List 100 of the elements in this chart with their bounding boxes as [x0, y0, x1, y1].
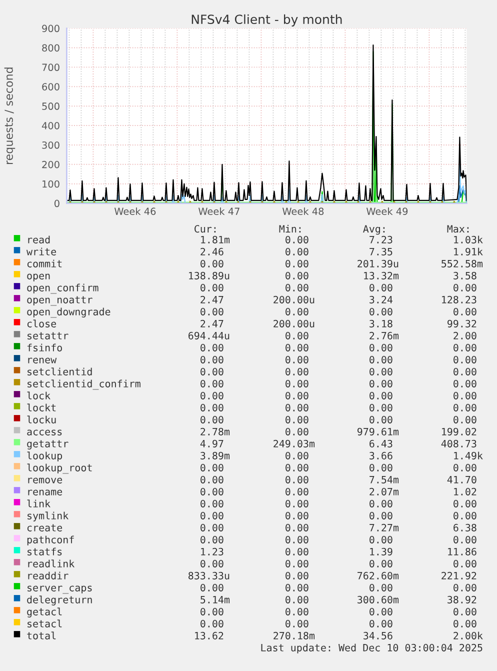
text: 3.66	[370, 452, 392, 460]
x-tick-label: Week 49	[366, 207, 408, 215]
y-tick-label: 500	[42, 102, 60, 110]
text: 0.00	[370, 584, 392, 592]
text: 0.00	[286, 524, 308, 532]
legend-label: write	[26, 248, 56, 256]
text: 2.07m	[370, 488, 399, 496]
legend-label: open_confirm	[27, 284, 98, 294]
text: 0.00	[286, 560, 308, 568]
text: 300.60m	[358, 596, 399, 604]
text: 1.23	[201, 548, 224, 556]
text: 0.00	[286, 332, 308, 340]
text: 0.00	[454, 560, 476, 568]
text: 0.00	[200, 308, 224, 316]
text: 0.00	[454, 368, 476, 376]
text: 0.00	[370, 512, 392, 520]
text: 2.78m	[200, 428, 230, 436]
text: Avg:	[363, 225, 385, 235]
line-series	[458, 185, 467, 204]
y-tick-label: 100	[42, 180, 60, 188]
text: 762.60m	[358, 572, 399, 580]
text: 13.32m	[364, 272, 399, 280]
text: 6.38	[454, 524, 476, 532]
text: 0.00	[200, 500, 224, 508]
text: 0.00	[370, 308, 392, 316]
text: 0.00	[200, 464, 224, 472]
legend-label: renew	[28, 358, 57, 364]
text: 0.00	[454, 392, 476, 400]
text: 0.00	[286, 512, 308, 520]
text: 0.00	[200, 476, 224, 484]
legend-label: read	[28, 236, 50, 244]
text: 1.02	[454, 488, 476, 496]
text: 3.24	[370, 296, 392, 304]
text: 0.00	[370, 392, 392, 400]
text: 0.00	[454, 404, 476, 412]
text: 11.86	[448, 548, 476, 556]
text: Cur:	[194, 225, 216, 233]
text: 1.81m	[201, 236, 230, 244]
text: 99.32	[448, 320, 476, 328]
text: 0.00	[286, 380, 308, 388]
legend-label: close	[27, 320, 56, 328]
text: 0.00	[200, 356, 224, 364]
text: 7.27m	[370, 524, 399, 532]
legend-label: commit	[27, 260, 62, 268]
line-series	[66, 44, 467, 202]
text: 0.00	[370, 464, 392, 472]
y-tick-label: 800	[42, 44, 60, 52]
text: 0.00	[286, 356, 308, 364]
text: 7.35	[370, 248, 392, 256]
text: 41.70	[447, 476, 476, 484]
legend-label: lock	[27, 392, 50, 400]
text: 34.56	[364, 632, 392, 640]
text: 2.00	[454, 332, 476, 340]
x-tick-label: Week 46	[114, 207, 156, 215]
text: 249.03m	[274, 440, 315, 448]
text: Min:	[279, 224, 301, 232]
legend-label: open_downgrade	[27, 308, 110, 318]
text: 4.97	[200, 440, 224, 448]
text: 833.33u	[188, 572, 230, 580]
y-tick-label: 200	[42, 160, 60, 168]
legend-label: pathconf	[27, 536, 74, 546]
text: 0.00	[286, 368, 308, 376]
text: 0.00	[454, 620, 476, 628]
text: 0.00	[286, 272, 308, 280]
legend-label: access	[27, 430, 62, 436]
legend-label: remove	[28, 478, 62, 484]
legend-label: open	[27, 274, 50, 282]
text: 0.00	[370, 608, 392, 616]
legend-label: getacl	[27, 608, 62, 618]
legend-label: lockt	[27, 404, 56, 412]
legend-label: setattr	[28, 332, 68, 340]
text: 0.00	[286, 476, 308, 484]
text: 694.44u	[188, 332, 230, 340]
text: 200.00u	[274, 320, 314, 328]
text: 0.00	[370, 356, 392, 364]
text: 0.00	[286, 404, 308, 412]
text: 3.18	[370, 320, 392, 328]
text: 0.00	[286, 548, 308, 556]
text: 201.39u	[358, 260, 398, 268]
text: 0.00	[286, 608, 308, 616]
text: 0.00	[286, 248, 308, 256]
text: 270.18m	[274, 632, 315, 640]
text: 199.02	[442, 428, 476, 436]
text: 0.00	[286, 452, 308, 460]
text: 3.89m	[200, 452, 230, 460]
text: 0.00	[370, 380, 392, 388]
text: 0.00	[200, 584, 224, 592]
text: 5.14m	[200, 596, 230, 604]
text: 0.00	[370, 368, 392, 376]
text: 0.00	[200, 524, 224, 532]
x-tick-label: Week 47	[198, 207, 240, 215]
legend-label: readdir	[28, 572, 68, 580]
text: 0.00	[200, 512, 224, 520]
text: 0.00	[370, 536, 392, 544]
legend-label: statfs	[28, 548, 62, 556]
text: 0.00	[200, 488, 224, 496]
x-tick-label: Week 48	[282, 207, 324, 215]
text: 221.92	[442, 572, 476, 580]
legend-label: fsinfo	[27, 344, 62, 352]
text: 2.47	[200, 320, 224, 328]
